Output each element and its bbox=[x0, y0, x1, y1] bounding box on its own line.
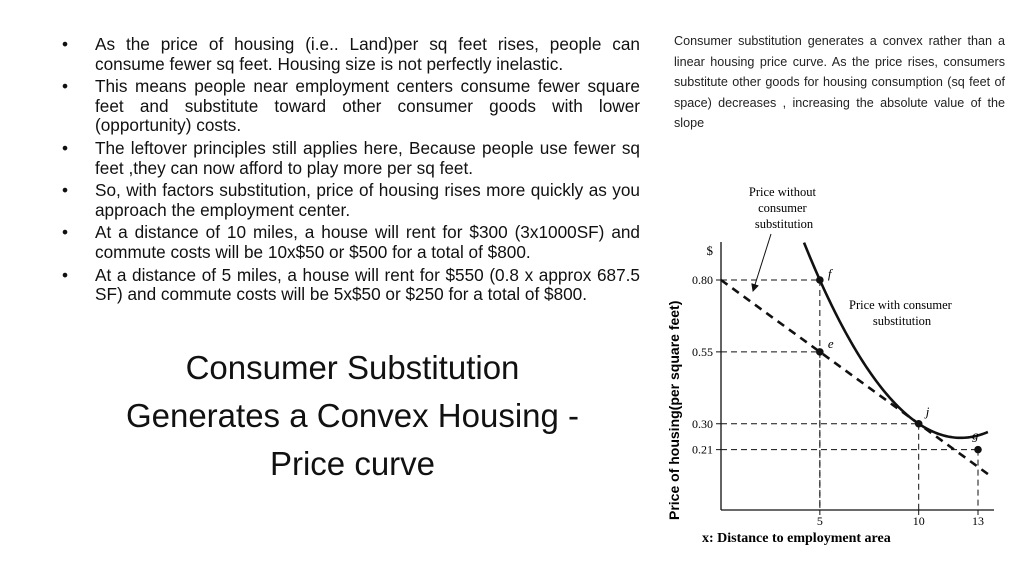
y-tick-label: 0.21 bbox=[692, 443, 713, 457]
linear-curve-label-line: Price without bbox=[749, 185, 817, 199]
y-unit-label: $ bbox=[707, 243, 714, 258]
bullet-item: At a distance of 5 miles, a house will r… bbox=[62, 265, 640, 305]
price-curve-figure: 0.80 0.55 0.30 0.21 5 10 13 f e j g $ Price of hou… bbox=[658, 180, 1024, 550]
bullet-item: This means people near employment center… bbox=[62, 76, 640, 136]
side-note: Consumer substitution generates a convex… bbox=[674, 34, 1005, 130]
y-tick-label: 0.30 bbox=[692, 417, 713, 431]
convex-curve-label-line: substitution bbox=[873, 314, 932, 328]
y-tick-label: 0.80 bbox=[692, 273, 713, 287]
price-curve-chart: 0.80 0.55 0.30 0.21 5 10 13 f e j g $ Price of hou… bbox=[666, 185, 994, 546]
linear-curve-label-line: consumer bbox=[758, 201, 807, 215]
x-axis-title: x: Distance to employment area bbox=[702, 531, 891, 546]
point-e bbox=[816, 348, 824, 356]
point-f bbox=[816, 276, 824, 284]
y-tick-label: 0.55 bbox=[692, 345, 713, 359]
linear-curve-label: Price without consumer substitution bbox=[749, 185, 819, 231]
point-g bbox=[974, 445, 982, 454]
linear-price-line bbox=[720, 278, 989, 476]
point-label-e: e bbox=[828, 336, 834, 351]
linear-curve-label-line: substitution bbox=[755, 217, 814, 231]
bullet-item: The leftover principles still applies he… bbox=[62, 138, 640, 178]
x-tick-label: 5 bbox=[817, 514, 823, 528]
slide-title-line: Price curve bbox=[269, 445, 436, 482]
slide-title-line: Generates a Convex Housing - bbox=[125, 397, 580, 434]
bullet-item: At a distance of 10 miles, a house will … bbox=[62, 222, 640, 262]
convex-price-curve bbox=[802, 242, 989, 440]
slide-title: Consumer Substitution Generates a Convex… bbox=[80, 344, 625, 488]
bullet-list: As the price of housing (i.e.. Land)per … bbox=[62, 34, 640, 308]
point-label-f: f bbox=[828, 266, 834, 281]
point-label-g: g bbox=[972, 428, 979, 443]
point-j bbox=[914, 419, 923, 428]
slide-title-line: Consumer Substitution bbox=[185, 349, 520, 386]
bullet-item: So, with factors substitution, price of … bbox=[62, 180, 640, 220]
linear-label-arrow bbox=[751, 233, 772, 292]
convex-curve-label: Price with consumer substitution bbox=[849, 298, 955, 328]
x-tick-label: 10 bbox=[913, 514, 925, 528]
convex-curve-label-line: Price with consumer bbox=[849, 298, 953, 312]
x-tick-label: 13 bbox=[972, 514, 984, 528]
bullet-item: As the price of housing (i.e.. Land)per … bbox=[62, 34, 640, 74]
point-label-j: j bbox=[924, 404, 930, 419]
y-axis-title: Price of housing(per square feet) bbox=[666, 301, 682, 520]
